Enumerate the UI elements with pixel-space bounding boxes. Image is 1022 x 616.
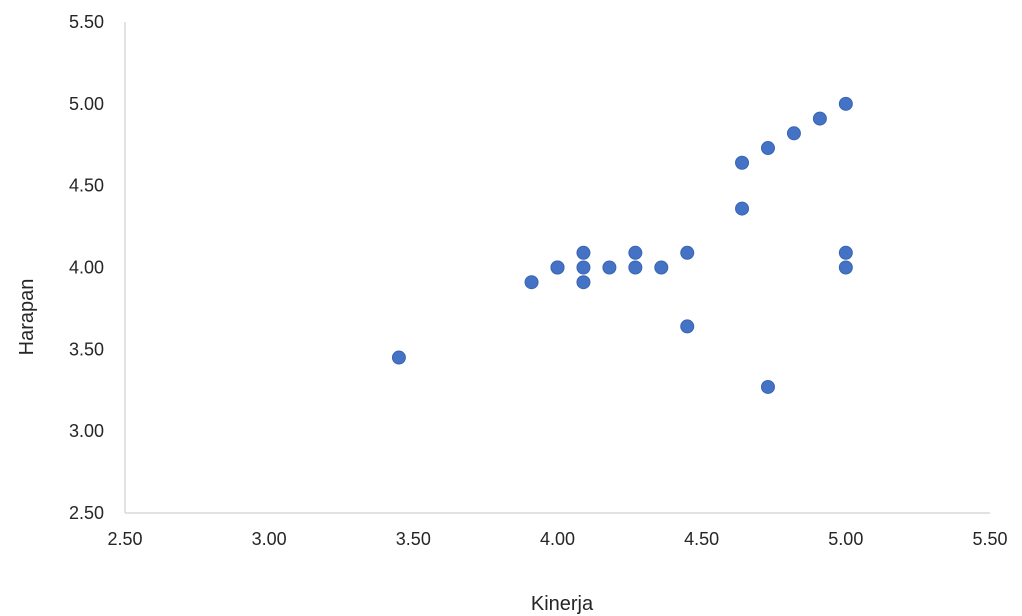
x-tick-label: 3.00 — [252, 529, 287, 549]
data-point — [838, 245, 853, 260]
y-axis-title: Harapan — [16, 279, 38, 356]
data-point — [838, 96, 853, 111]
data-point — [391, 350, 406, 365]
data-point — [576, 275, 591, 290]
x-tick-label: 4.00 — [540, 529, 575, 549]
plot-area: 2.50 3.00 3.50 4.00 4.50 5.00 5.50 2.50 3.00 3.5… — [69, 12, 1008, 549]
data-point — [602, 260, 617, 275]
data-point — [680, 245, 695, 260]
data-point — [812, 111, 827, 126]
data-points — [391, 96, 853, 394]
x-tick-label: 3.50 — [396, 529, 431, 549]
data-point — [760, 379, 775, 394]
x-tick-labels: 2.50 3.00 3.50 4.00 4.50 5.00 5.50 — [107, 529, 1007, 549]
y-tick-labels: 2.50 3.00 3.50 4.00 4.50 5.00 5.50 — [69, 12, 104, 523]
y-tick-label: 5.00 — [69, 94, 104, 114]
y-tick-label: 4.00 — [69, 258, 104, 278]
data-point — [576, 245, 591, 260]
y-tick-label: 4.50 — [69, 176, 104, 196]
data-point — [838, 260, 853, 275]
x-axis-title: Kinerja — [531, 593, 594, 615]
data-point — [628, 260, 643, 275]
y-tick-label: 5.50 — [69, 12, 104, 32]
x-tick-label: 4.50 — [684, 529, 719, 549]
data-point — [524, 275, 539, 290]
data-point — [680, 319, 695, 334]
data-point — [760, 141, 775, 156]
data-point — [786, 126, 801, 141]
data-point — [576, 260, 591, 275]
y-tick-label: 3.50 — [69, 339, 104, 359]
data-point — [735, 201, 750, 216]
y-tick-label: 2.50 — [69, 503, 104, 523]
data-point — [628, 245, 643, 260]
data-point — [735, 155, 750, 170]
y-tick-label: 3.00 — [69, 421, 104, 441]
x-tick-label: 2.50 — [107, 529, 142, 549]
data-point — [550, 260, 565, 275]
x-tick-label: 5.00 — [828, 529, 863, 549]
data-point — [654, 260, 669, 275]
x-tick-label: 5.50 — [972, 529, 1007, 549]
